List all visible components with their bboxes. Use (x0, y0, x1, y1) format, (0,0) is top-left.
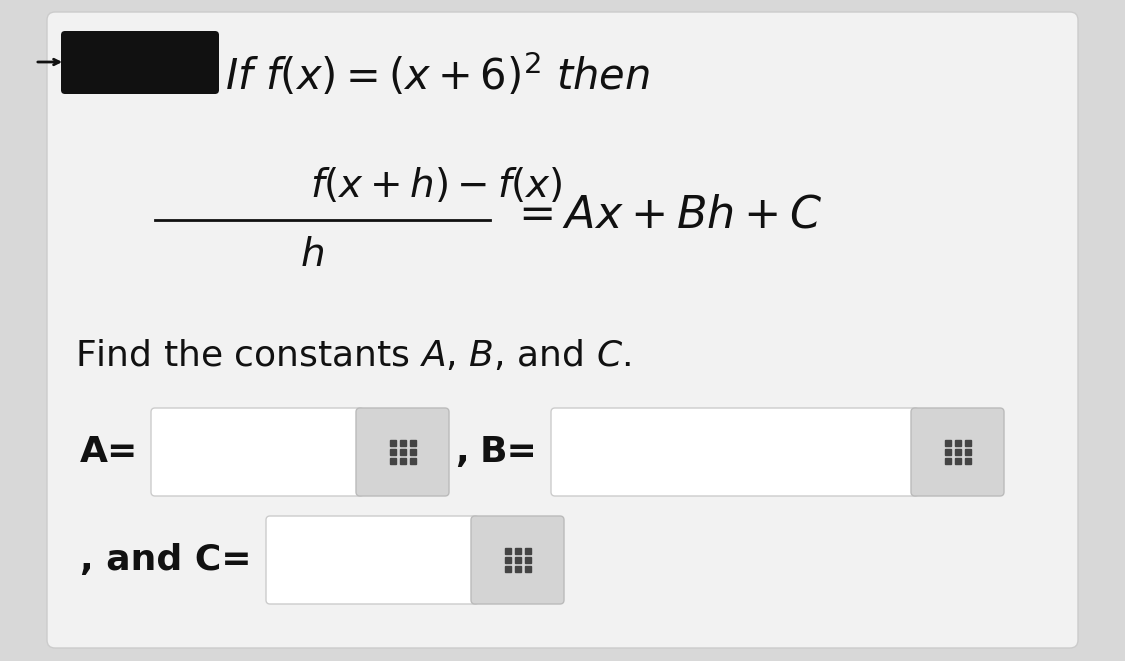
FancyBboxPatch shape (61, 31, 219, 94)
Text: ,: , (455, 435, 469, 469)
FancyBboxPatch shape (356, 408, 449, 496)
Text: A=: A= (80, 435, 138, 469)
Text: B=: B= (480, 435, 538, 469)
FancyBboxPatch shape (151, 408, 364, 496)
FancyBboxPatch shape (471, 516, 564, 604)
FancyBboxPatch shape (911, 408, 1004, 496)
Text: Find the constants $A$, $B$, and $C$.: Find the constants $A$, $B$, and $C$. (75, 338, 631, 373)
Text: $= Ax + Bh + C$: $= Ax + Bh + C$ (510, 194, 822, 237)
FancyBboxPatch shape (266, 516, 479, 604)
Text: If $f(x) = (x + 6)^2$ then: If $f(x) = (x + 6)^2$ then (225, 52, 650, 98)
FancyBboxPatch shape (47, 12, 1078, 648)
Text: $f(x + h) - f(x)$: $f(x + h) - f(x)$ (310, 165, 562, 204)
Text: $h$: $h$ (300, 236, 324, 274)
Text: , and C=: , and C= (80, 543, 252, 577)
FancyBboxPatch shape (551, 408, 919, 496)
